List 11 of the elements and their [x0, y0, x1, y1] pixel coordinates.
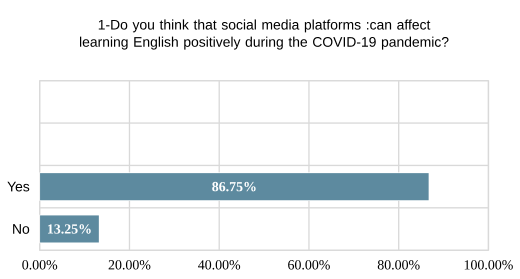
- x-tick-label: 80.00%: [378, 260, 420, 270]
- y-tick-label: Yes: [7, 182, 30, 192]
- x-tick-label: 100.00%: [464, 260, 513, 270]
- x-tick-label: 40.00%: [198, 260, 240, 270]
- data-label: 86.75%: [212, 182, 256, 192]
- x-tick-label: 0.00%: [22, 260, 58, 270]
- x-tick-label: 20.00%: [108, 260, 150, 270]
- y-tick-label: No: [13, 224, 30, 234]
- data-label: 13.25%: [48, 224, 91, 234]
- chart-title: 1-Do you think that social media platforms :can affect learning English positively during the COVID-19 pandemic?: [80, 19, 448, 50]
- x-tick-label: 60.00%: [288, 260, 330, 270]
